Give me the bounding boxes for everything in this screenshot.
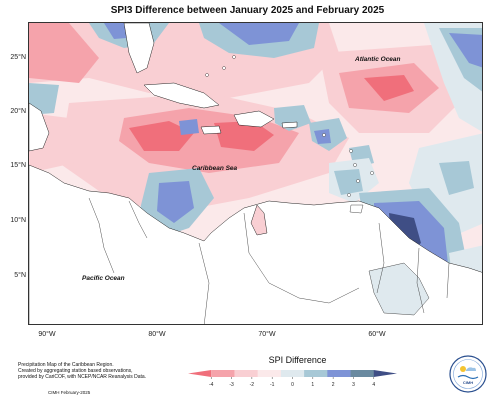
map-title: SPI3 Difference between January 2025 and… bbox=[110, 5, 385, 16]
sun-icon bbox=[460, 366, 466, 372]
caption-line: Created by aggregating station based obs… bbox=[18, 368, 133, 374]
wave-icon bbox=[457, 374, 479, 380]
border-guyana bbox=[376, 222, 385, 294]
island-bahamas-1 bbox=[232, 55, 236, 59]
lat-label-15n: 15°N bbox=[10, 162, 26, 169]
island-martinique bbox=[353, 163, 357, 167]
land-guianas-tint bbox=[368, 262, 430, 316]
legend-tick-labels: -4 -3 -2 -1 0 1 2 3 4 bbox=[209, 377, 375, 388]
land-maracaibo-region bbox=[250, 204, 268, 236]
land-south-central-america bbox=[29, 164, 482, 324]
wet-core-central-america bbox=[157, 181, 194, 223]
land-puerto-rico bbox=[281, 121, 298, 129]
border-central-america-1 bbox=[88, 197, 115, 274]
map-credit: CIMH February-2025 bbox=[48, 390, 91, 395]
border-colombia-ecuador bbox=[198, 242, 210, 324]
border-central-america-2 bbox=[128, 200, 148, 239]
legend-swatch bbox=[188, 370, 212, 377]
lon-label-70w: 70°W bbox=[258, 331, 276, 338]
cloud-icon bbox=[466, 367, 476, 371]
lat-label-20n: 20°N bbox=[10, 108, 26, 115]
wet-core-ne bbox=[449, 33, 482, 68]
legend-swatch bbox=[234, 370, 258, 377]
legend-tick-label: 2 bbox=[332, 382, 335, 388]
legend-swatch bbox=[304, 370, 328, 377]
wet-core-north-atlantic bbox=[219, 23, 299, 45]
island-antigua bbox=[322, 133, 326, 137]
lat-label-25n: 25°N bbox=[10, 54, 26, 61]
border-suriname bbox=[416, 247, 425, 314]
land-florida bbox=[123, 23, 155, 74]
lat-label-5n: 5°N bbox=[14, 272, 26, 279]
logo-inner-ring bbox=[453, 359, 483, 389]
legend-tick-label: 0 bbox=[291, 382, 294, 388]
legend-tick-label: -2 bbox=[250, 382, 255, 388]
island-st-vincent bbox=[356, 179, 360, 183]
wet-core-leeward bbox=[314, 129, 331, 144]
island-bahamas-3 bbox=[205, 73, 209, 77]
lon-label-80w: 80°W bbox=[148, 331, 166, 338]
legend-tick-label: -4 bbox=[209, 382, 214, 388]
wet-zone-gulf-west bbox=[29, 83, 59, 115]
spi-map-canvas: Atlantic Ocean Caribbean Sea Pacific Oce… bbox=[29, 23, 482, 324]
label-pacific-ocean: Pacific Ocean bbox=[82, 275, 125, 282]
lon-label-60w: 60°W bbox=[368, 331, 386, 338]
legend-swatch bbox=[280, 370, 305, 377]
lat-label-10n: 10°N bbox=[10, 217, 26, 224]
border-colombia-venezuela bbox=[243, 212, 300, 299]
island-barbados bbox=[370, 171, 374, 175]
map-caption: Precipitation Map of the Caribbean Regio… bbox=[18, 362, 168, 380]
wet-zone-windward bbox=[334, 169, 363, 195]
cimh-logo: CIMH bbox=[449, 355, 487, 393]
dry-core-nw bbox=[29, 23, 99, 83]
legend-tick-label: 3 bbox=[352, 382, 355, 388]
land-cuba bbox=[143, 82, 220, 109]
dry-peak-caribbean-west bbox=[129, 121, 194, 151]
border-french-guiana bbox=[446, 262, 450, 299]
island-bahamas-2 bbox=[222, 66, 226, 70]
legend-swatch bbox=[257, 370, 282, 377]
logo-text: CIMH bbox=[463, 380, 473, 385]
label-atlantic-ocean: Atlantic Ocean bbox=[354, 56, 401, 63]
spi-map: Atlantic Ocean Caribbean Sea Pacific Oce… bbox=[28, 22, 483, 325]
legend-tick-label: 4 bbox=[372, 382, 375, 388]
legend-tick-label: -1 bbox=[270, 382, 275, 388]
legend-tick-label: 1 bbox=[311, 382, 314, 388]
legend-swatch bbox=[350, 370, 375, 377]
legend-swatch bbox=[211, 370, 235, 377]
land-hispaniola bbox=[233, 110, 275, 128]
caption-line: provided by CariCOF, with NCEP/NCAR Rean… bbox=[18, 374, 147, 380]
dry-peak-caribbean-east bbox=[214, 121, 274, 151]
land-yucatan bbox=[29, 102, 50, 152]
wet-spot-cayman bbox=[179, 119, 199, 135]
border-venezuela-south bbox=[298, 287, 360, 304]
island-grenada bbox=[347, 193, 351, 197]
wet-zone-east bbox=[439, 161, 474, 195]
label-caribbean-sea: Caribbean Sea bbox=[192, 165, 238, 172]
legend-colorbar bbox=[188, 370, 397, 377]
legend-tick-label: -3 bbox=[229, 382, 234, 388]
legend-swatch bbox=[373, 370, 397, 377]
legend-title: SPI Difference bbox=[268, 355, 327, 365]
dry-peak-atlantic bbox=[364, 75, 414, 101]
island-trinidad bbox=[349, 204, 364, 214]
caption-line: Precipitation Map of the Caribbean Regio… bbox=[18, 362, 114, 368]
spi-legend: -4 -3 -2 -1 0 1 2 3 4 bbox=[188, 370, 397, 388]
land-jamaica bbox=[200, 125, 222, 135]
legend-swatch bbox=[327, 370, 351, 377]
island-guadeloupe bbox=[349, 149, 353, 153]
lon-label-90w: 90°W bbox=[38, 331, 56, 338]
